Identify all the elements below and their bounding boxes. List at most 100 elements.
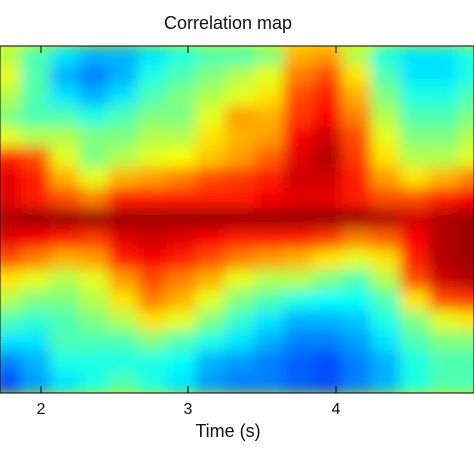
heatmap-cell bbox=[166, 65, 198, 88]
heatmap-cell bbox=[195, 106, 228, 129]
heatmap-cell bbox=[254, 249, 286, 272]
chart-title: Correlation map bbox=[164, 13, 292, 33]
heatmap-cell bbox=[108, 187, 140, 211]
heatmap-cell bbox=[225, 371, 257, 393]
heatmap-cell bbox=[400, 147, 432, 170]
heatmap-cell bbox=[429, 249, 461, 272]
heatmap-cell bbox=[283, 351, 315, 374]
heatmap-cell bbox=[283, 269, 315, 292]
heatmap-cell bbox=[283, 147, 315, 170]
heatmap-cell bbox=[195, 249, 228, 272]
heatmap-cell bbox=[225, 85, 257, 109]
heatmap-cell bbox=[400, 351, 432, 374]
heatmap-cell bbox=[225, 330, 257, 354]
heatmap-cell bbox=[429, 85, 461, 109]
heatmap-cell bbox=[137, 249, 169, 272]
heatmap-cell bbox=[79, 330, 111, 354]
heatmap-cell bbox=[312, 187, 344, 211]
heatmap-cell bbox=[254, 187, 286, 211]
heatmap-cell bbox=[108, 167, 140, 190]
heatmap-cell bbox=[458, 228, 474, 252]
heatmap-cell bbox=[400, 167, 432, 190]
heatmap-cell bbox=[79, 371, 111, 393]
heatmap-cell bbox=[0, 371, 23, 393]
heatmap-cell bbox=[50, 371, 82, 393]
heatmap-cell bbox=[225, 269, 257, 292]
heatmap-cell bbox=[137, 371, 169, 393]
heatmap-cell bbox=[341, 106, 373, 129]
heatmap-cell bbox=[195, 126, 228, 150]
heatmap-cell bbox=[108, 310, 140, 333]
heatmap-cell bbox=[79, 85, 111, 109]
heatmap-cell bbox=[254, 85, 286, 109]
heatmap-cell bbox=[79, 249, 111, 272]
heatmap-cell bbox=[166, 249, 198, 272]
heatmap-cell bbox=[254, 269, 286, 292]
heatmap-cell bbox=[341, 147, 373, 170]
x-axis-label: Time (s) bbox=[195, 421, 260, 441]
heatmap-cell bbox=[20, 147, 53, 170]
heatmap-cell bbox=[429, 371, 461, 393]
heatmap-cell bbox=[195, 289, 228, 313]
heatmap-cell bbox=[312, 310, 344, 333]
heatmap-cell bbox=[0, 126, 23, 150]
heatmap-cell bbox=[137, 85, 169, 109]
heatmap-cell bbox=[108, 289, 140, 313]
heatmap-cell bbox=[283, 46, 315, 68]
heatmap-cell bbox=[283, 371, 315, 393]
heatmap-cell bbox=[195, 187, 228, 211]
heatmap-cell bbox=[254, 65, 286, 88]
heatmap-cell bbox=[108, 330, 140, 354]
heatmap-cell bbox=[458, 289, 474, 313]
heatmap-cell bbox=[225, 208, 257, 231]
heatmap-cell bbox=[341, 85, 373, 109]
heatmap-cell bbox=[166, 289, 198, 313]
heatmap-cell bbox=[108, 228, 140, 252]
heatmap-cell bbox=[283, 310, 315, 333]
heatmap-cell bbox=[370, 147, 403, 170]
heatmap-cell bbox=[79, 46, 111, 68]
heatmap-cell bbox=[400, 65, 432, 88]
heatmap-cell bbox=[400, 85, 432, 109]
heatmap-cell bbox=[458, 147, 474, 170]
heatmap-cell bbox=[312, 351, 344, 374]
heatmap-cell bbox=[400, 310, 432, 333]
x-tick-label: 4 bbox=[332, 401, 341, 418]
heatmap-cell bbox=[283, 126, 315, 150]
heatmap-cell bbox=[225, 351, 257, 374]
heatmap-cell bbox=[458, 65, 474, 88]
heatmap-cell bbox=[312, 46, 344, 68]
heatmap-cell bbox=[108, 351, 140, 374]
heatmap-cell bbox=[108, 85, 140, 109]
heatmap-cell bbox=[166, 351, 198, 374]
heatmap-cell bbox=[283, 187, 315, 211]
heatmap-cell bbox=[137, 126, 169, 150]
heatmap-cell bbox=[166, 330, 198, 354]
heatmap-cell bbox=[0, 147, 23, 170]
heatmap-cell bbox=[108, 249, 140, 272]
heatmap-cell bbox=[341, 269, 373, 292]
heatmap-cell bbox=[0, 249, 23, 272]
heatmap-cell bbox=[312, 208, 344, 231]
heatmap-cell bbox=[254, 46, 286, 68]
heatmap-cell bbox=[370, 330, 403, 354]
heatmap-cell bbox=[137, 147, 169, 170]
heatmap-cell bbox=[254, 106, 286, 129]
heatmap-cell bbox=[20, 228, 53, 252]
heatmap-cell bbox=[370, 289, 403, 313]
heatmap-cell bbox=[0, 208, 23, 231]
heatmap-cell bbox=[400, 126, 432, 150]
heatmap-cell bbox=[137, 167, 169, 190]
heatmap-cell bbox=[429, 228, 461, 252]
heatmap-cell bbox=[312, 228, 344, 252]
heatmap-cell bbox=[166, 208, 198, 231]
heatmap-cell bbox=[254, 310, 286, 333]
heatmap-cell bbox=[20, 46, 53, 68]
heatmap-cell bbox=[283, 208, 315, 231]
heatmap-cell bbox=[0, 330, 23, 354]
heatmap-cell bbox=[370, 351, 403, 374]
heatmap-cell bbox=[283, 106, 315, 129]
heatmap-cell bbox=[312, 85, 344, 109]
heatmap-cell bbox=[283, 228, 315, 252]
